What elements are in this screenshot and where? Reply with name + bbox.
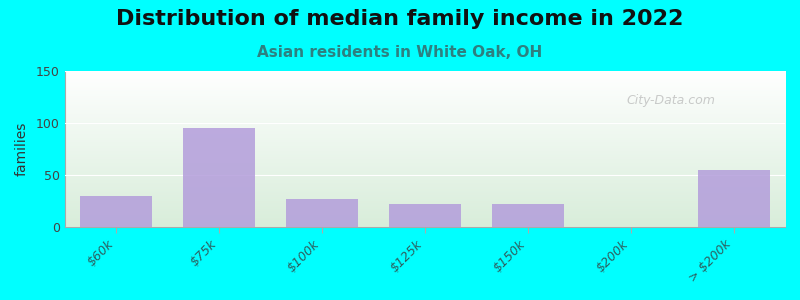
Bar [80,196,152,227]
Text: Distribution of median family income in 2022: Distribution of median family income in … [116,9,684,29]
Y-axis label: families: families [15,122,29,176]
Bar [183,128,255,227]
Text: City-Data.com: City-Data.com [626,94,715,107]
Bar [389,204,461,227]
Bar [286,199,358,227]
Text: Asian residents in White Oak, OH: Asian residents in White Oak, OH [258,45,542,60]
Bar [698,170,770,227]
Bar [492,204,564,227]
